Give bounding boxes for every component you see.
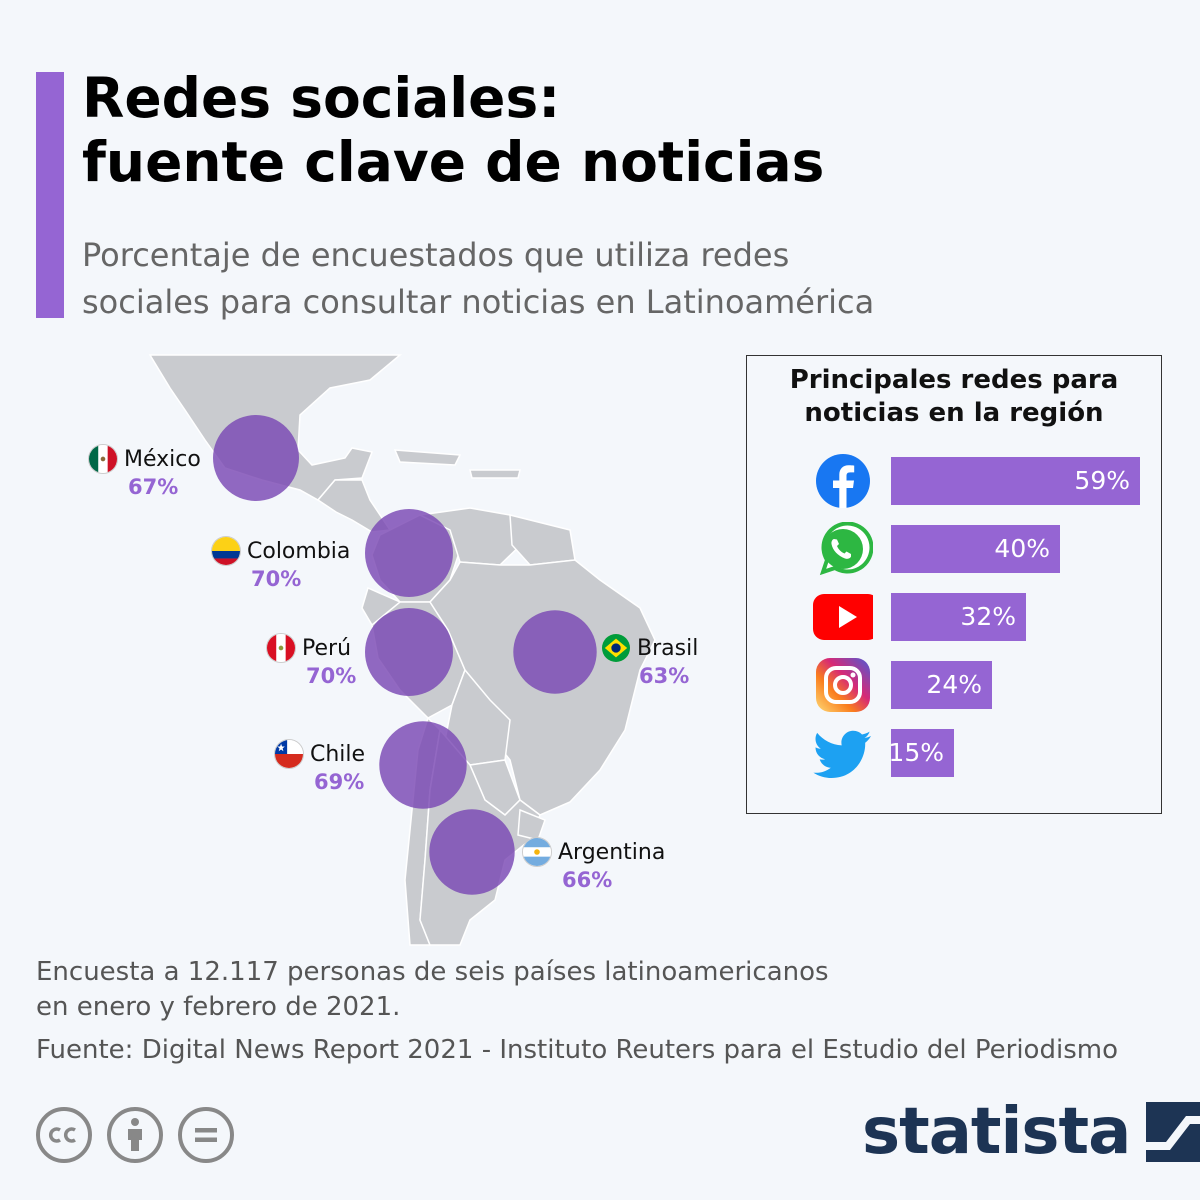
subtitle-line-1: Porcentaje de encuestados que utiliza re… [82, 236, 790, 274]
statista-logo[interactable]: statista [862, 1097, 1200, 1167]
bar-value: 24% [926, 670, 982, 699]
latin-america-map [148, 354, 656, 946]
whatsapp-icon [819, 522, 873, 576]
country-name: Chile [310, 741, 366, 767]
label-peru: Perú 70% [266, 633, 356, 690]
bar-whatsapp: 40% [891, 525, 1060, 573]
bubble-mexico [213, 415, 299, 501]
note-line-1: Encuesta a 12.117 personas de seis paíse… [36, 957, 829, 987]
map-venezuela [417, 507, 530, 566]
bubble-brazil [513, 610, 597, 694]
page-subtitle: Porcentaje de encuestados que utiliza re… [82, 232, 1082, 326]
title-line-1: Redes sociales: [82, 66, 561, 130]
subtitle-line-2: sociales para consultar noticias en Lati… [82, 283, 875, 321]
bubble-chile [379, 721, 467, 809]
page-title: Redes sociales: fuente clave de noticias [82, 66, 824, 194]
network-row: 24% [747, 658, 1161, 714]
country-name: México [124, 446, 201, 472]
network-row: 32% [747, 590, 1161, 646]
statista-logo-icon [1146, 1102, 1200, 1162]
brand-name: statista [862, 1095, 1131, 1169]
note-line-2: en enero y febrero de 2021. [36, 992, 401, 1022]
label-brasil: Brasil 63% [601, 633, 698, 690]
bubble-colombia [365, 509, 453, 597]
label-colombia: Colombia 70% [211, 536, 350, 593]
bar-value: 15% [888, 738, 944, 767]
bar-youtube: 32% [891, 593, 1026, 641]
bar-instagram: 24% [891, 661, 992, 709]
no-derivatives-icon[interactable] [178, 1107, 234, 1163]
survey-note: Encuesta a 12.117 personas de seis paíse… [36, 955, 829, 1025]
network-row: 15% [747, 726, 1161, 782]
attribution-icon[interactable] [107, 1107, 163, 1163]
cc-icon[interactable] [36, 1107, 92, 1163]
bubble-layer [213, 415, 597, 895]
label-argentina: Argentina 66% [522, 837, 665, 894]
bubble-peru [365, 608, 453, 696]
country-name: Argentina [558, 839, 666, 865]
map-caribbean [393, 449, 521, 479]
youtube-icon [813, 594, 873, 640]
colombia-flag [211, 536, 241, 566]
mexico-flag [88, 444, 118, 474]
country-name: Perú [302, 635, 352, 661]
bar-facebook: 59% [891, 457, 1140, 505]
country-name: Brasil [637, 635, 699, 661]
panel-title: Principales redes para noticias en la re… [747, 364, 1161, 430]
country-name: Colombia [247, 538, 351, 564]
peru-flag [266, 633, 296, 663]
bar-value: 59% [1074, 466, 1130, 495]
argentina-flag [522, 837, 552, 867]
facebook-icon [816, 454, 870, 508]
brazil-flag [601, 633, 631, 663]
license-icons [36, 1107, 234, 1163]
bar-value: 32% [960, 602, 1016, 631]
country-value: 70% [251, 567, 302, 591]
map-guianas [509, 514, 576, 566]
label-chile: Chile 69% [274, 739, 365, 796]
country-value: 63% [639, 664, 690, 688]
country-value: 66% [562, 868, 613, 892]
country-value: 67% [128, 475, 179, 499]
title-line-2: fuente clave de noticias [82, 130, 825, 194]
network-row: 40% [747, 522, 1161, 578]
country-value: 69% [314, 770, 365, 794]
panel-title-line-2: noticias en la región [804, 398, 1104, 428]
country-value: 70% [306, 664, 357, 688]
bubble-argentina [429, 809, 515, 895]
network-row: 59% [747, 454, 1161, 510]
top-networks-panel: Principales redes para noticias en la re… [746, 355, 1162, 814]
label-mexico: México 67% [88, 444, 201, 501]
title-accent-bar [36, 72, 64, 318]
instagram-icon [816, 658, 870, 712]
bar-twitter: 15% [888, 729, 954, 777]
panel-title-line-1: Principales redes para [789, 365, 1119, 395]
source-text: Fuente: Digital News Report 2021 - Insti… [36, 1035, 1118, 1065]
twitter-icon [813, 730, 871, 778]
chile-flag [274, 739, 304, 769]
bar-value: 40% [994, 534, 1050, 563]
